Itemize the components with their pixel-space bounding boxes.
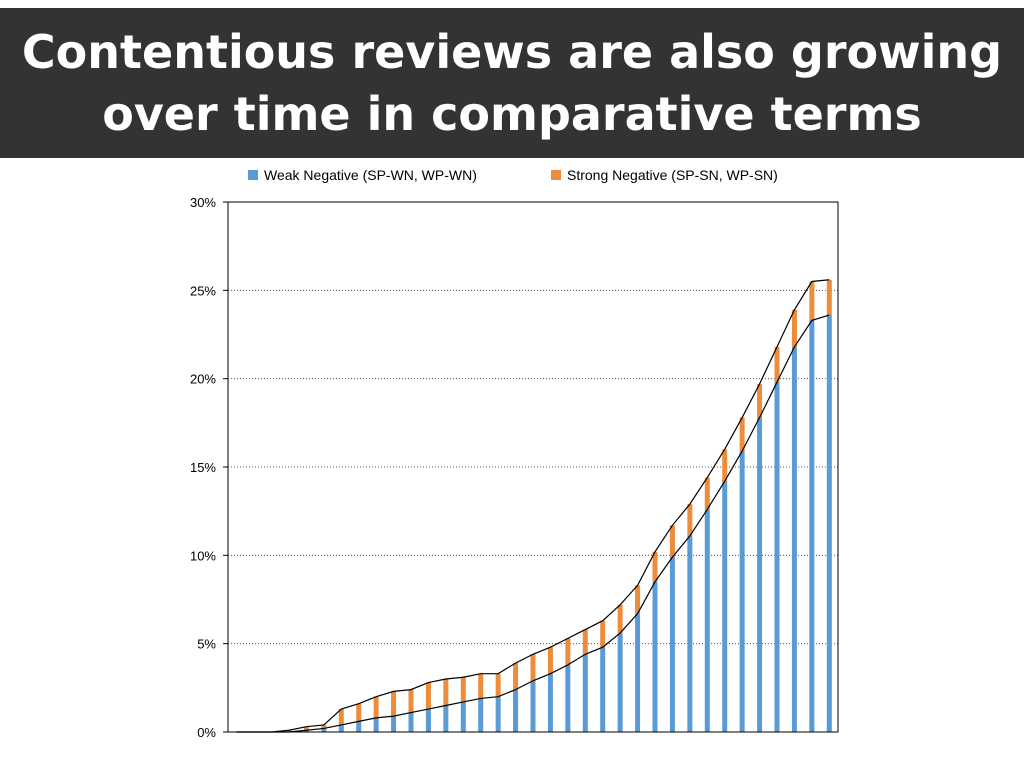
bar-strong-negative: [338, 709, 344, 725]
bar-strong-negative: [809, 281, 815, 321]
bar-weak-negative: [356, 721, 362, 732]
bar-strong-negative: [774, 346, 780, 383]
bar-strong-negative: [739, 417, 745, 452]
bar-weak-negative: [530, 680, 536, 732]
bar-strong-negative: [600, 620, 606, 648]
slide-title: Contentious reviews are also growing ove…: [21, 25, 1003, 141]
weak-negative-outline: [236, 314, 830, 733]
bar-weak-negative: [722, 481, 728, 732]
bar-weak-negative: [478, 698, 484, 732]
y-tick-label: 0%: [197, 725, 216, 740]
bar-strong-negative: [425, 682, 431, 710]
y-tick-label: 15%: [190, 460, 216, 475]
bar-weak-negative: [513, 689, 519, 732]
bar-weak-negative: [809, 320, 815, 732]
bar-strong-negative: [687, 504, 693, 536]
bar-strong-negative: [669, 525, 675, 558]
bar-weak-negative: [669, 557, 675, 732]
y-tick-label: 25%: [190, 283, 216, 298]
y-tick-label: 5%: [197, 637, 216, 652]
bar-strong-negative: [547, 647, 553, 674]
bar-strong-negative: [826, 279, 832, 316]
bar-strong-negative: [704, 477, 710, 510]
y-axis: 0% 5% 10% 15% 20% 25% 30%: [190, 195, 839, 740]
bar-weak-negative: [635, 613, 641, 732]
bar-strong-negative: [356, 703, 362, 722]
legend-label-strong: Strong Negative (SP-SN, WP-SN): [567, 167, 778, 183]
bar-strong-negative: [303, 726, 309, 731]
bar-weak-negative: [460, 701, 466, 732]
bar-strong-negative: [791, 309, 797, 347]
bar-weak-negative: [547, 673, 553, 732]
bar-strong-negative: [478, 673, 484, 699]
bar-strong-negative: [443, 679, 449, 706]
bar-weak-negative: [704, 509, 710, 732]
legend-swatch-strong: [551, 170, 561, 180]
bar-strong-negative: [652, 551, 658, 582]
bar-weak-negative: [826, 315, 832, 732]
bar-strong-negative: [582, 629, 588, 655]
bar-strong-negative: [757, 383, 763, 418]
bar-weak-negative: [408, 712, 414, 732]
y-tick-label: 10%: [190, 548, 216, 563]
stacked-bar-chart: 0% 5% 10% 15% 20% 25% 30% Weak Negative (SP-WN…: [190, 167, 839, 740]
bar-weak-negative: [495, 696, 501, 732]
bar-weak-negative: [321, 728, 327, 732]
total-negative-outline: [236, 279, 830, 733]
bar-weak-negative: [791, 346, 797, 732]
bar-weak-negative: [652, 581, 658, 732]
bar-strong-negative: [513, 663, 519, 690]
bar-strong-negative: [460, 677, 466, 702]
bar-strong-negative: [495, 673, 501, 697]
bar-weak-negative: [443, 705, 449, 732]
bar-strong-negative: [321, 724, 327, 729]
bar-weak-negative: [338, 724, 344, 732]
bar-weak-negative: [600, 647, 606, 732]
y-tick-label: 20%: [190, 372, 216, 387]
bar-weak-negative: [687, 535, 693, 732]
bar-strong-negative: [635, 585, 641, 614]
bar-weak-negative: [373, 717, 379, 732]
gridlines: [228, 201, 838, 645]
bar-strong-negative: [722, 449, 728, 482]
legend: Weak Negative (SP-WN, WP-WN) Strong Negat…: [248, 167, 778, 183]
bar-strong-negative: [391, 691, 397, 717]
bar-weak-negative: [303, 730, 309, 732]
bar-strong-negative: [565, 638, 571, 665]
bar-weak-negative: [582, 654, 588, 732]
bar-weak-negative: [425, 709, 431, 732]
bar-weak-negative: [739, 451, 745, 732]
bar-weak-negative: [565, 664, 571, 732]
bar-weak-negative: [774, 382, 780, 732]
bar-strong-negative: [373, 696, 379, 718]
bar-weak-negative: [617, 633, 623, 732]
plot-frame: [227, 201, 839, 733]
bar-weak-negative: [391, 716, 397, 732]
bar-strong-negative: [617, 604, 623, 634]
bar-strong-negative: [408, 689, 414, 713]
legend-swatch-weak: [248, 170, 258, 180]
y-tick-label: 30%: [190, 195, 216, 210]
bar-strong-negative: [286, 730, 292, 732]
outline-lines: [236, 279, 830, 733]
title-banner: Contentious reviews are also growing ove…: [0, 8, 1024, 158]
bar-strong-negative: [530, 654, 536, 681]
bar-weak-negative: [757, 417, 763, 732]
bars: [286, 279, 832, 732]
legend-label-weak: Weak Negative (SP-WN, WP-WN): [264, 167, 477, 183]
